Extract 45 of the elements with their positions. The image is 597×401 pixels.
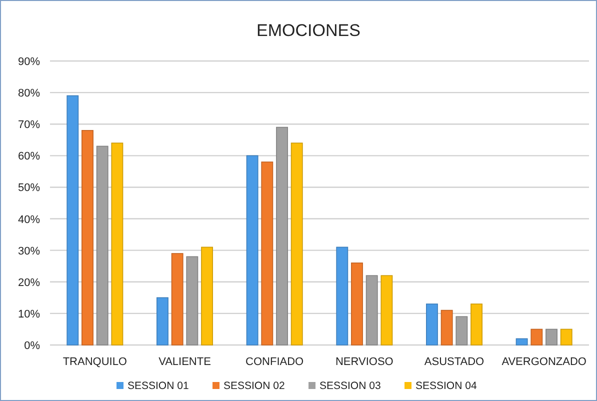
bar <box>96 146 108 346</box>
y-tick-label: 90% <box>18 56 40 68</box>
bar <box>261 162 274 346</box>
y-tick-label: 80% <box>18 88 40 100</box>
x-tick-label: TRANQUILO <box>62 356 128 368</box>
bar <box>456 316 468 346</box>
bar <box>290 142 303 346</box>
bar <box>276 126 288 346</box>
bar <box>351 262 363 346</box>
x-tick-label: AVERGONZADO <box>502 356 587 368</box>
x-tick-label: VALIENTE <box>158 356 211 368</box>
chart-title: EMOCIONES <box>256 21 360 40</box>
bar <box>246 155 258 346</box>
bar <box>336 246 348 346</box>
bar <box>426 304 438 346</box>
y-tick-label: 70% <box>18 119 40 132</box>
x-tick-label: NERVIOSO <box>335 356 394 368</box>
legend-label: SESSION 01 <box>128 380 189 392</box>
bar <box>530 328 543 346</box>
bar <box>201 246 213 346</box>
y-tick-label: 30% <box>18 245 40 258</box>
bar <box>171 253 184 346</box>
bar <box>366 275 378 346</box>
bar <box>66 95 79 346</box>
x-tick-label: CONFIADO <box>246 356 304 368</box>
y-tick-label: 0% <box>24 340 40 352</box>
bar <box>560 328 572 346</box>
legend-label: SESSION 03 <box>320 380 381 392</box>
legend-label: SESSION 04 <box>416 380 477 392</box>
y-tick-label: 60% <box>18 150 40 163</box>
bar <box>111 142 124 346</box>
y-tick-label: 40% <box>18 214 40 226</box>
bar <box>546 328 558 346</box>
y-tick-label: 50% <box>18 182 40 194</box>
bar <box>516 338 528 346</box>
x-tick-label: ASUSTADO <box>424 356 485 368</box>
bar <box>440 310 453 346</box>
legend-label: SESSION 02 <box>224 380 285 392</box>
y-tick-label: 20% <box>18 276 40 289</box>
bar <box>156 297 168 346</box>
bar <box>380 275 393 346</box>
y-tick-label: 10% <box>18 308 40 320</box>
bar <box>470 304 482 346</box>
bar <box>82 130 94 346</box>
bar <box>186 256 198 346</box>
